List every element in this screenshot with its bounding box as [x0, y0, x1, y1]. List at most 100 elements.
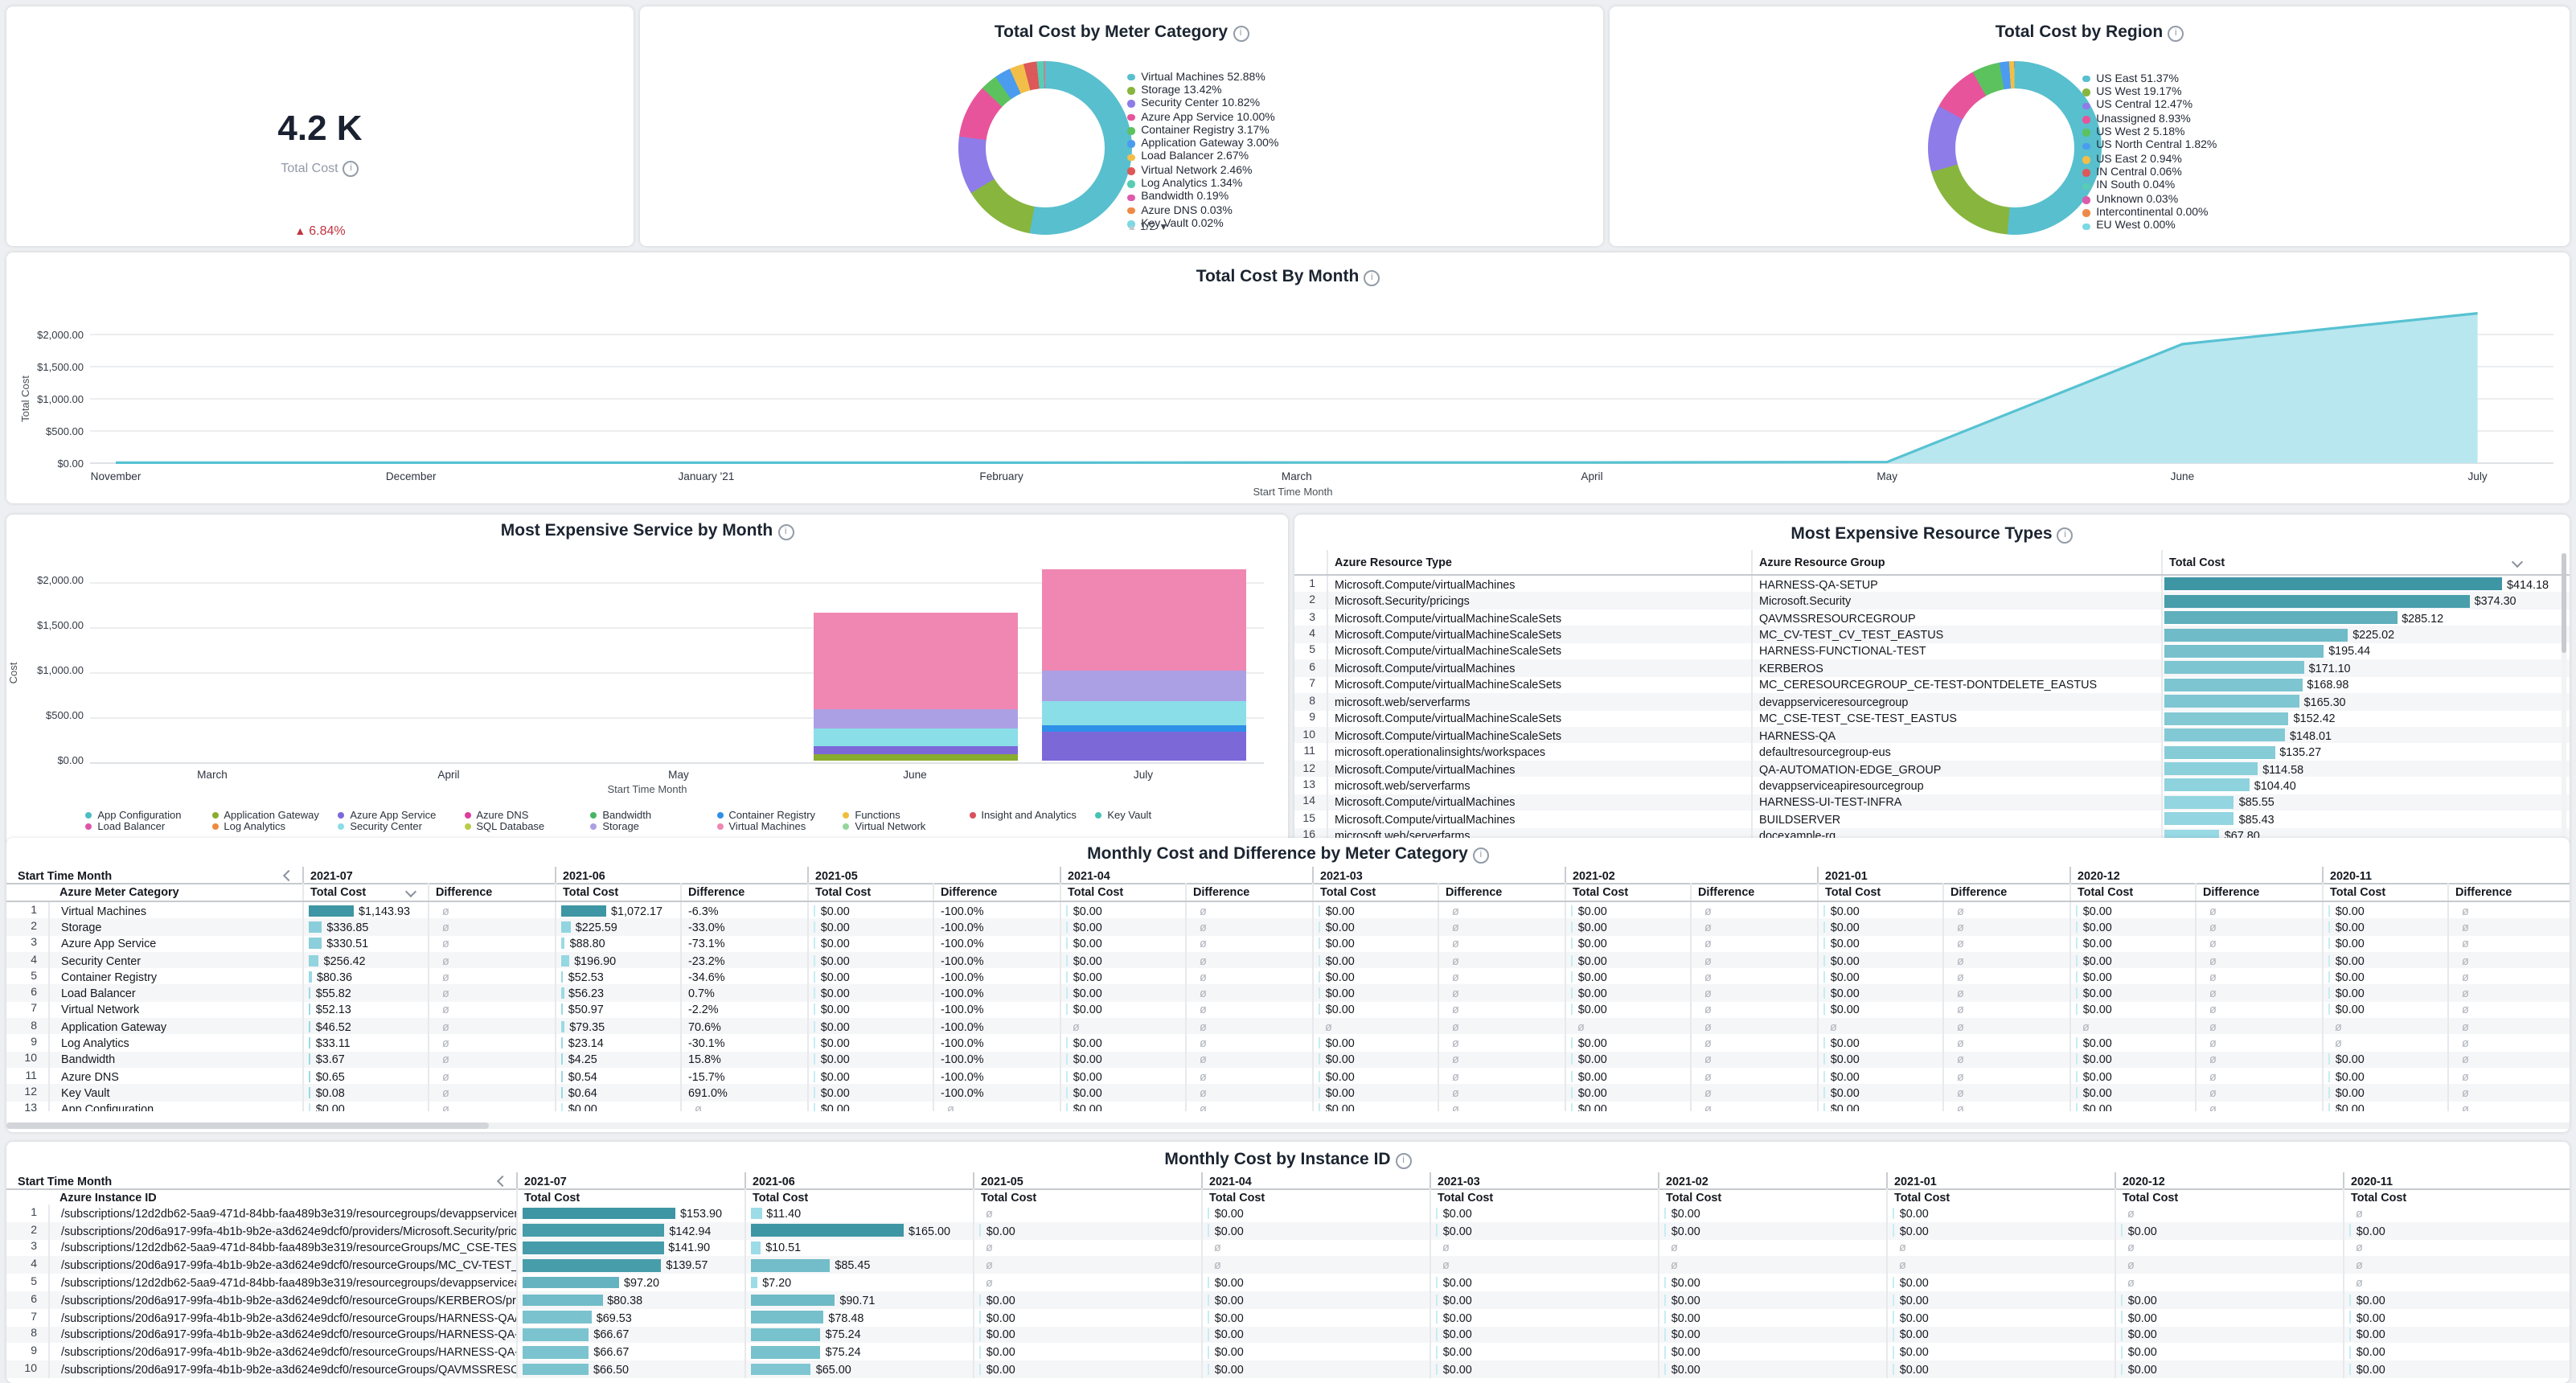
month-header[interactable]: 2021-02: [1565, 867, 1817, 883]
legend-item[interactable]: Security Center: [338, 822, 422, 833]
info-icon[interactable]: [777, 524, 794, 540]
month-header[interactable]: 2021-02: [1658, 1172, 1886, 1188]
table-row[interactable]: 5 Container Registry $80.36 ø $52.53 -34.6% $0…: [6, 968, 2570, 985]
table-row[interactable]: 15 Microsoft.Compute/virtualMachines BUILD…: [1294, 811, 2570, 828]
legend-item[interactable]: Azure App Service: [338, 810, 436, 821]
legend-item[interactable]: Intercontinental 0.00%: [2082, 207, 2565, 220]
subcolumn-header-difference[interactable]: Difference: [1690, 883, 1817, 901]
legend-item[interactable]: App Configuration: [85, 810, 181, 821]
legend-item[interactable]: Virtual Machines: [716, 822, 806, 833]
legend-item[interactable]: Virtual Network: [843, 822, 925, 833]
subcolumn-header-total-cost[interactable]: Total Cost: [1312, 883, 1438, 901]
legend-item[interactable]: Storage 13.42%: [1127, 84, 1594, 98]
collapse-columns-icon[interactable]: [496, 1174, 509, 1187]
month-header[interactable]: 2020-11: [2343, 1172, 2570, 1188]
legend-item[interactable]: Application Gateway 3.00%: [1127, 137, 1594, 151]
subcolumn-header-total-cost[interactable]: Total Cost: [807, 883, 933, 901]
table-row[interactable]: 14 Microsoft.Compute/virtualMachines HARNE…: [1294, 794, 2570, 811]
month-header[interactable]: 2021-06: [555, 867, 807, 883]
bar-segment-azure-app-service[interactable]: [813, 746, 1017, 755]
bar-segment-azure-app-service[interactable]: [1041, 732, 1245, 761]
legend-item[interactable]: Security Center 10.82%: [1127, 97, 1594, 111]
subcolumn-header-total-cost[interactable]: Total Cost: [1201, 1188, 1430, 1204]
legend-item[interactable]: Application Gateway: [211, 810, 319, 821]
legend-item[interactable]: Insight and Analytics: [969, 810, 1077, 821]
subcolumn-header-difference[interactable]: Difference: [2195, 883, 2322, 901]
meter-category-donut-chart[interactable]: [958, 61, 1132, 235]
month-header[interactable]: 2021-06: [744, 1172, 973, 1188]
scrollbar-thumb[interactable]: [2561, 553, 2566, 653]
info-icon[interactable]: [1364, 270, 1380, 286]
info-icon[interactable]: [343, 161, 359, 177]
subcolumn-header-difference[interactable]: Difference: [1942, 883, 2069, 901]
subcolumn-header-total-cost[interactable]: Total Cost: [2115, 1188, 2343, 1204]
info-icon[interactable]: [2168, 26, 2184, 42]
month-header[interactable]: 2020-11: [2322, 867, 2570, 883]
legend-item[interactable]: US East 51.37%: [2082, 72, 2565, 86]
info-icon[interactable]: [1233, 26, 1249, 42]
table-row[interactable]: 9 Log Analytics $33.11 ø $23.14 -30.1% $0.00 -1…: [6, 1034, 2570, 1052]
subcolumn-header-total-cost[interactable]: Total Cost: [1060, 883, 1185, 901]
legend-item[interactable]: US East 2 0.94%: [2082, 153, 2565, 166]
table-row[interactable]: 8 Application Gateway $46.52 ø $79.35 70.6% $0…: [6, 1018, 2570, 1035]
table-row[interactable]: 9/subscriptions/20d6a917-99fa-4b1b-9b2e-…: [6, 1343, 2570, 1361]
table-row[interactable]: 10/subscriptions/20d6a917-99fa-4b1b-9b2e…: [6, 1360, 2570, 1378]
table-row[interactable]: 6 Load Balancer $55.82 ø $56.23 0.7% $0.00 -100…: [6, 984, 2570, 1002]
table-row[interactable]: 3 Microsoft.Compute/virtualMachineScaleSe…: [1294, 609, 2570, 626]
month-header[interactable]: 2020-12: [2069, 867, 2322, 883]
subcolumn-header-total-cost[interactable]: Total Cost: [1658, 1188, 1886, 1204]
bar-segment-container-registry[interactable]: [1041, 724, 1245, 733]
scrollbar-thumb[interactable]: [6, 1122, 489, 1129]
subcolumn-header-total-cost[interactable]: Total Cost: [2069, 883, 2195, 901]
subcolumn-header-total-cost[interactable]: Total Cost: [1886, 1188, 2115, 1204]
bar-segment-virtual-machines[interactable]: [813, 612, 1017, 709]
legend-item[interactable]: Log Analytics: [211, 822, 285, 833]
subcolumn-header-difference[interactable]: Difference: [428, 883, 555, 901]
table-row[interactable]: 6 Microsoft.Compute/virtualMachines KERBER…: [1294, 659, 2570, 677]
legend-item[interactable]: Load Balancer: [85, 822, 165, 833]
table-row[interactable]: 11 microsoft.operationalinsights/workspac…: [1294, 743, 2570, 761]
legend-item[interactable]: Bandwidth 0.19%: [1127, 191, 1594, 204]
subcolumn-header-total-cost[interactable]: Total Cost: [1817, 883, 1942, 901]
stacked-bar-chart[interactable]: $0.00 $500.00 $1,000.00 $1,500.00 $2,000.00 M…: [6, 515, 1288, 846]
bar-segment-security-center[interactable]: [1041, 701, 1245, 725]
subcolumn-header-total-cost[interactable]: Total Cost: [1565, 883, 1690, 901]
month-header[interactable]: 2021-04: [1201, 1172, 1430, 1188]
bar-segment-virtual-machines[interactable]: [1041, 568, 1245, 671]
legend-item[interactable]: IN Central 0.06%: [2082, 166, 2565, 180]
legend-item[interactable]: Azure DNS: [464, 810, 528, 821]
table-row[interactable]: 3 Azure App Service $330.51 ø $88.80 -73.1% $0…: [6, 935, 2570, 952]
month-header[interactable]: 2021-03: [1312, 867, 1565, 883]
table-row[interactable]: 5 Microsoft.Compute/virtualMachineScaleSe…: [1294, 642, 2570, 660]
legend-item[interactable]: US Central 12.47%: [2082, 99, 2565, 113]
subcolumn-header-total-cost[interactable]: Total Cost: [2322, 883, 2447, 901]
table-row[interactable]: 13 App Configuration $0.00 ø $0.00 ø $0.00 ø $0.…: [6, 1101, 2570, 1111]
subcolumn-header-difference[interactable]: Difference: [933, 883, 1060, 901]
table-row[interactable]: 1 Virtual Machines $1,143.93 ø $1,072.17 -6.3…: [6, 902, 2570, 919]
month-header[interactable]: 2021-05: [973, 1172, 1201, 1188]
legend-item[interactable]: Bandwidth: [590, 810, 651, 821]
legend-item[interactable]: SQL Database: [464, 822, 544, 833]
table-row[interactable]: 10 Microsoft.Compute/virtualMachineScaleS…: [1294, 726, 2570, 744]
legend-item[interactable]: Virtual Network 2.46%: [1127, 164, 1594, 178]
table-row[interactable]: 1/subscriptions/12d2db62-5aa9-471d-84bb-…: [6, 1204, 2570, 1222]
month-header[interactable]: 2021-07: [302, 867, 555, 883]
legend-item[interactable]: Storage: [590, 822, 639, 833]
month-header[interactable]: 2021-01: [1817, 867, 2069, 883]
column-header-resource-group[interactable]: Azure Resource Group: [1751, 550, 2161, 574]
subcolumn-header-total-cost[interactable]: Total Cost: [302, 883, 428, 901]
table-row[interactable]: 1 Microsoft.Compute/virtualMachines HARNES…: [1294, 576, 2570, 593]
table-row[interactable]: 13 microsoft.web/serverfarms devappservice…: [1294, 777, 2570, 794]
table-row[interactable]: 7/subscriptions/20d6a917-99fa-4b1b-9b2e-…: [6, 1308, 2570, 1327]
info-icon[interactable]: [1395, 1153, 1412, 1169]
legend-item[interactable]: Load Balancer 2.67%: [1127, 151, 1594, 165]
table-row[interactable]: 2/subscriptions/20d6a917-99fa-4b1b-9b2e-…: [6, 1221, 2570, 1240]
subcolumn-header-total-cost[interactable]: Total Cost: [744, 1188, 973, 1204]
subcolumn-header-difference[interactable]: Difference: [1438, 883, 1565, 901]
legend-item[interactable]: Virtual Machines 52.88%: [1127, 71, 1594, 84]
bar-segment-security-center[interactable]: [813, 728, 1017, 747]
region-donut-chart[interactable]: [1928, 61, 2102, 235]
table-row[interactable]: 6/subscriptions/20d6a917-99fa-4b1b-9b2e-…: [6, 1291, 2570, 1309]
table-row[interactable]: 11 Azure DNS $0.65 ø $0.54 -15.7% $0.00 -100.0%…: [6, 1067, 2570, 1085]
legend-item[interactable]: Unknown 0.03%: [2082, 193, 2565, 207]
